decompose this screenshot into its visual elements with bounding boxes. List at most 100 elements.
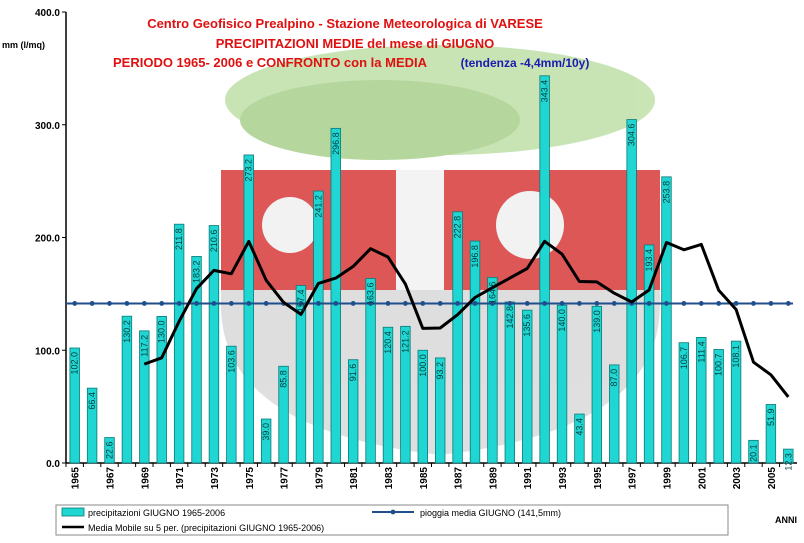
x-tick-label: 1989 <box>488 467 499 490</box>
bar-value-label: 183.2 <box>192 260 202 283</box>
bar-1987 <box>452 211 463 464</box>
average-marker <box>228 301 234 306</box>
x-tick-label: 1999 <box>662 467 673 490</box>
average-marker <box>472 301 478 306</box>
bar-1989 <box>487 277 498 464</box>
bar-2002 <box>713 349 724 464</box>
average-marker <box>263 301 269 306</box>
average-marker <box>350 301 356 306</box>
bar-value-label: 66.4 <box>87 392 97 410</box>
average-marker <box>385 301 391 306</box>
bar-value-label: 108.1 <box>731 345 741 368</box>
bar-1995 <box>591 305 603 464</box>
average-marker <box>107 301 112 306</box>
bar-2000 <box>678 342 690 464</box>
bar-value-label: 253.8 <box>661 181 671 204</box>
bar-value-label: 100.7 <box>714 353 724 376</box>
moving-average-line <box>143 239 790 398</box>
y-axis-label: mm (l/mq) <box>2 40 45 50</box>
bar-1976 <box>260 418 272 464</box>
average-marker <box>72 301 78 306</box>
x-tick-label: 1973 <box>210 467 221 490</box>
bar-2003 <box>730 340 742 464</box>
bar-2001 <box>696 336 707 464</box>
x-tick-label: 1975 <box>245 467 256 490</box>
bar-value-label: 130.2 <box>122 320 132 343</box>
x-tick-label: 1983 <box>384 467 395 490</box>
average-marker <box>437 301 443 306</box>
x-tick-label: 2001 <box>697 467 708 490</box>
bar-value-label: 304.6 <box>627 124 637 147</box>
x-tick-label: 1995 <box>593 467 604 490</box>
bar-value-label: 222.8 <box>453 216 463 239</box>
bar-value-label: 20.1 <box>748 444 758 462</box>
bar-value-label: 87.0 <box>609 369 619 387</box>
bar-1979 <box>313 190 324 464</box>
y-tick-label: 0.0 <box>46 459 60 470</box>
bar-2006 <box>783 448 794 464</box>
bar-1983 <box>382 326 394 464</box>
title-line-3: PERIODO 1965- 2006 e CONFRONTO con la ME… <box>113 55 428 70</box>
bar-value-label: 100.0 <box>418 354 428 377</box>
y-tick-label: 200.0 <box>35 234 60 245</box>
average-marker <box>507 301 513 306</box>
legend-label-bars: precipitazioni GIUGNO 1965-2006 <box>88 508 225 518</box>
legend-label-ma: Media Mobile su 5 per. (precipitazioni G… <box>88 523 324 533</box>
bar-value-label: 296.8 <box>331 132 341 155</box>
bar-1966 <box>86 387 98 464</box>
average-marker <box>768 301 774 306</box>
bar-value-label: 22.6 <box>105 442 115 460</box>
bar-1996 <box>609 364 620 464</box>
bar-value-label: 117.2 <box>139 335 149 357</box>
average-marker <box>89 301 95 306</box>
bar-1994 <box>574 413 585 464</box>
bar-2005 <box>765 404 777 464</box>
x-tick-label: 1969 <box>140 467 151 490</box>
bar-value-label: 120.4 <box>383 331 393 354</box>
average-marker <box>594 301 600 306</box>
bar-value-label: 51.9 <box>766 408 776 426</box>
trend-note: (tendenza -4,4mm/10y) <box>461 56 590 70</box>
bar-1986 <box>435 357 446 464</box>
bar-1988 <box>469 240 481 464</box>
bar-value-label: 343.4 <box>540 80 550 103</box>
bar-1984 <box>400 325 411 464</box>
average-marker <box>785 301 791 306</box>
average-marker <box>333 301 339 306</box>
average-marker <box>681 301 687 306</box>
bar-value-label: 103.6 <box>226 350 236 373</box>
average-marker <box>124 301 130 306</box>
average-marker <box>141 301 147 306</box>
bar-value-label: 241.2 <box>313 195 323 218</box>
y-tick-label: 400.0 <box>35 8 60 19</box>
bar-value-label: 121.2 <box>400 330 410 353</box>
bar-1999 <box>661 176 672 464</box>
bar-1977 <box>278 365 289 464</box>
bar-value-label: 12.3 <box>783 453 793 471</box>
bar-1974 <box>226 345 237 464</box>
average-marker <box>368 301 373 306</box>
bar-value-label: 91.6 <box>348 364 358 382</box>
average-marker <box>577 301 582 306</box>
x-axis-label: ANNI <box>775 515 797 525</box>
bar-value-label: 85.8 <box>279 370 289 388</box>
bar-1982 <box>365 278 376 464</box>
bar-value-label: 39.0 <box>261 423 271 441</box>
bar-value-label: 93.2 <box>435 362 445 380</box>
x-tick-label: 1981 <box>349 467 360 490</box>
average-marker <box>664 301 669 306</box>
average-marker <box>402 301 408 306</box>
x-tick-label: 1977 <box>280 467 291 490</box>
x-tick-label: 2005 <box>767 467 778 490</box>
bar-value-label: 273.2 <box>244 159 254 182</box>
bar-2004 <box>748 439 759 464</box>
bar-1997 <box>626 119 637 464</box>
average-marker <box>211 301 217 306</box>
bar-1972 <box>191 256 202 464</box>
legend-swatch-bars <box>61 507 85 517</box>
average-marker <box>490 301 495 306</box>
x-tick-label: 1967 <box>106 467 117 490</box>
bar-value-label: 140.0 <box>557 309 567 332</box>
average-marker <box>246 301 252 306</box>
bar-value-label: 163.6 <box>366 283 376 306</box>
